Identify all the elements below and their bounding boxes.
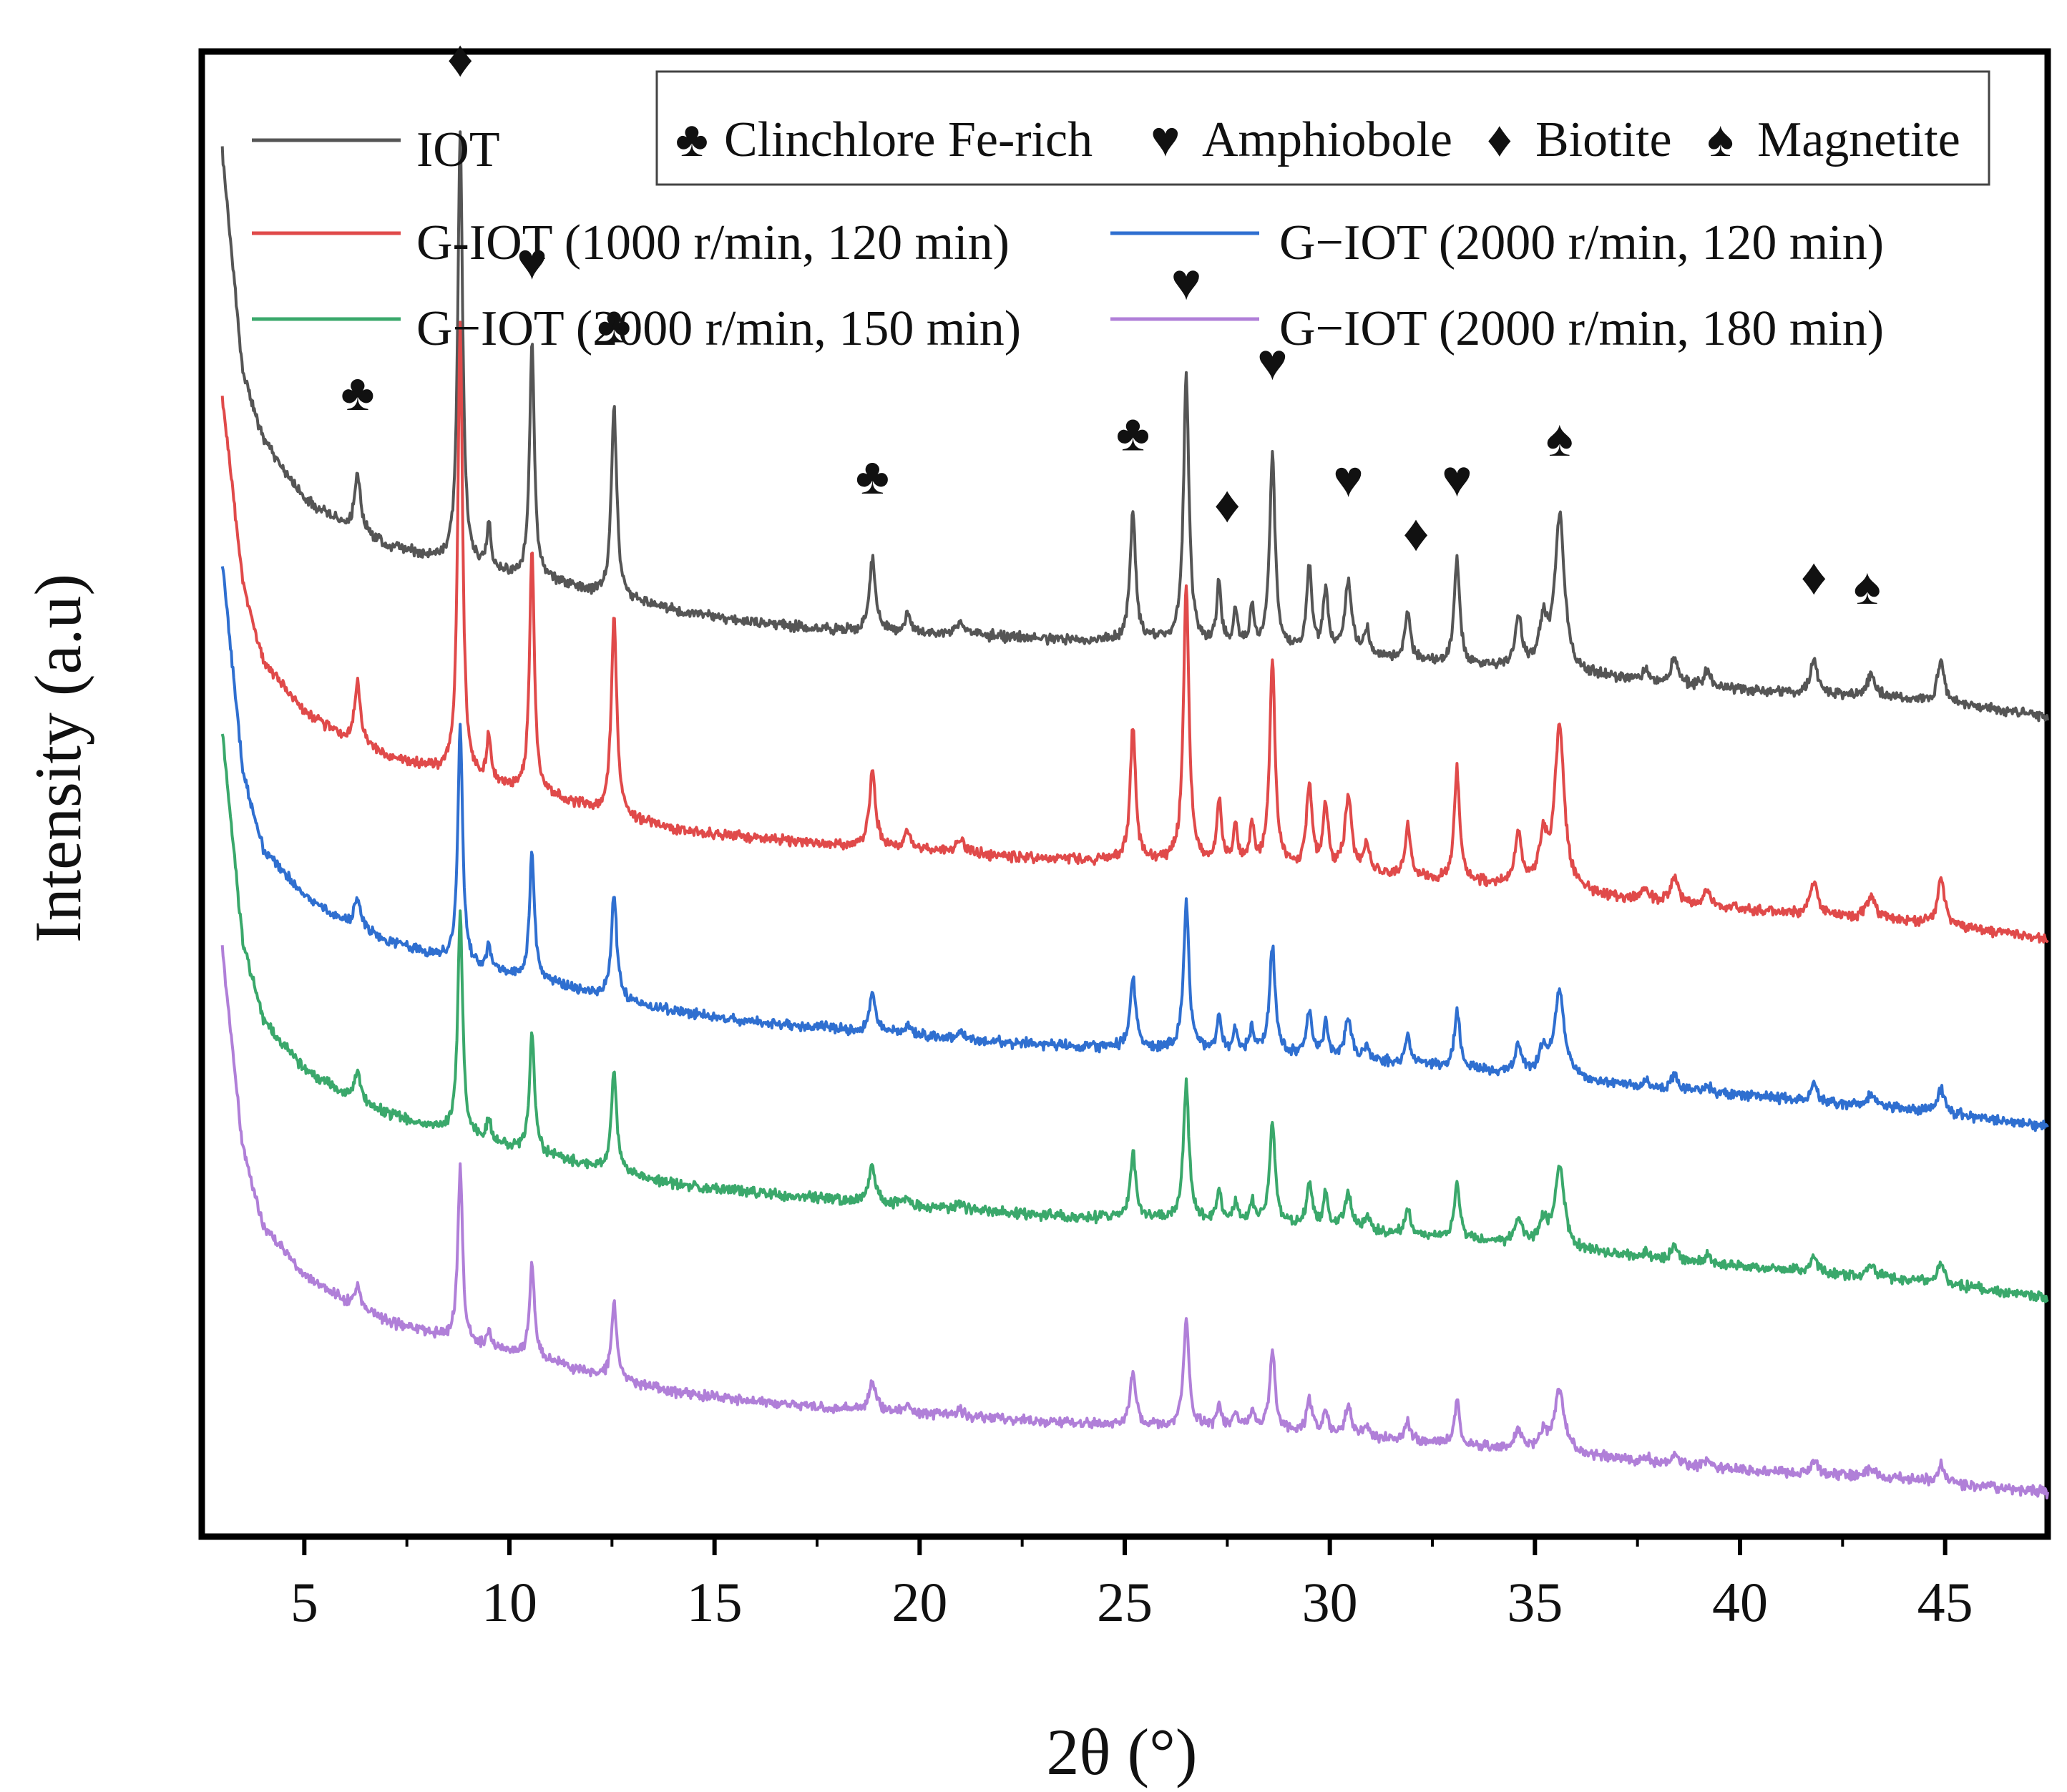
- x-tick-label-30: 30: [1302, 1571, 1358, 1633]
- phase-legend-label-2: Biotite: [1535, 112, 1672, 167]
- x-axis: 5 10 15 20 25 30 35 40 45: [290, 1537, 1973, 1633]
- y-axis-title: Intensity (a.u): [21, 574, 94, 943]
- phase-marker-0: ♣: [341, 364, 374, 421]
- phase-marker-12: ♠: [1546, 410, 1573, 467]
- phase-legend-label-1: Amphiobole: [1202, 112, 1452, 167]
- series-line-g2000-180: [220, 945, 2049, 1499]
- x-tick-label-20: 20: [891, 1571, 947, 1633]
- series-layer: [220, 130, 2049, 1499]
- phase-marker-7: ♦: [1214, 476, 1241, 534]
- phase-legend-symbol-2: ♦: [1487, 112, 1513, 167]
- phase-marker-2: ♥: [517, 233, 547, 290]
- legend-label-iot: IOT: [416, 122, 500, 177]
- phase-legend-symbol-1: ♥: [1150, 112, 1181, 167]
- phase-marker-5: ♣: [1116, 405, 1150, 462]
- x-axis-title: 2θ (°): [1046, 1715, 1197, 1788]
- phase-marker-9: ♥: [1333, 451, 1364, 508]
- series-line-iot: [220, 130, 2049, 723]
- phase-marker-layer: ♣♦♥♣♣♣♥♦♥♥♦♥♠♦ ♠: [341, 31, 1881, 615]
- phase-marker-3: ♣: [597, 297, 631, 354]
- phase-marker-11: ♥: [1442, 451, 1472, 508]
- phase-marker-14: ♠: [1854, 558, 1881, 615]
- phase-marker-1: ♦: [447, 31, 474, 88]
- phase-marker-8: ♥: [1257, 333, 1288, 391]
- series-line-g1000-120: [220, 320, 2049, 944]
- legend-label-g2000-120: G−IOT (2000 r/min, 120 min): [1279, 215, 1884, 270]
- phase-legend-symbol-3: ♠: [1707, 112, 1734, 167]
- x-tick-label-5: 5: [290, 1571, 318, 1633]
- phase-marker-10: ♦: [1403, 505, 1430, 562]
- legend-label-g2000-180: G−IOT (2000 r/min, 180 min): [1279, 301, 1884, 356]
- legend-label-g2000-150: G−IOT (2000 r/min, 150 min): [416, 301, 1021, 356]
- plot-frame: [198, 48, 2051, 1540]
- phase-marker-13: ♦: [1801, 549, 1827, 606]
- phase-legend-box: [655, 70, 1990, 186]
- phase-legend-label-0: Clinchlore Fe-rich: [724, 112, 1093, 167]
- x-tick-label-10: 10: [482, 1571, 537, 1633]
- phase-legend-label-3: Magnetite: [1757, 112, 1960, 167]
- series-line-g2000-150: [220, 733, 2049, 1303]
- series-line-g2000-120: [220, 566, 2049, 1132]
- series-legend: IOT G-IOT (1000 r/min, 120 min) G−IOT (2…: [252, 122, 1884, 356]
- phase-legend: ♣ Clinchlore Fe-rich ♥ Amphiobole ♦ Biot…: [675, 112, 1960, 167]
- x-tick-label-15: 15: [687, 1571, 743, 1633]
- legend-label-g1000-120: G-IOT (1000 r/min, 120 min): [416, 215, 1010, 270]
- phase-legend-symbol-0: ♣: [675, 112, 708, 167]
- x-tick-label-25: 25: [1097, 1571, 1153, 1633]
- x-tick-label-45: 45: [1917, 1571, 1973, 1633]
- phase-marker-4: ♣: [856, 448, 889, 505]
- phase-marker-6: ♥: [1171, 253, 1202, 310]
- x-tick-label-40: 40: [1712, 1571, 1768, 1633]
- x-tick-label-35: 35: [1507, 1571, 1563, 1633]
